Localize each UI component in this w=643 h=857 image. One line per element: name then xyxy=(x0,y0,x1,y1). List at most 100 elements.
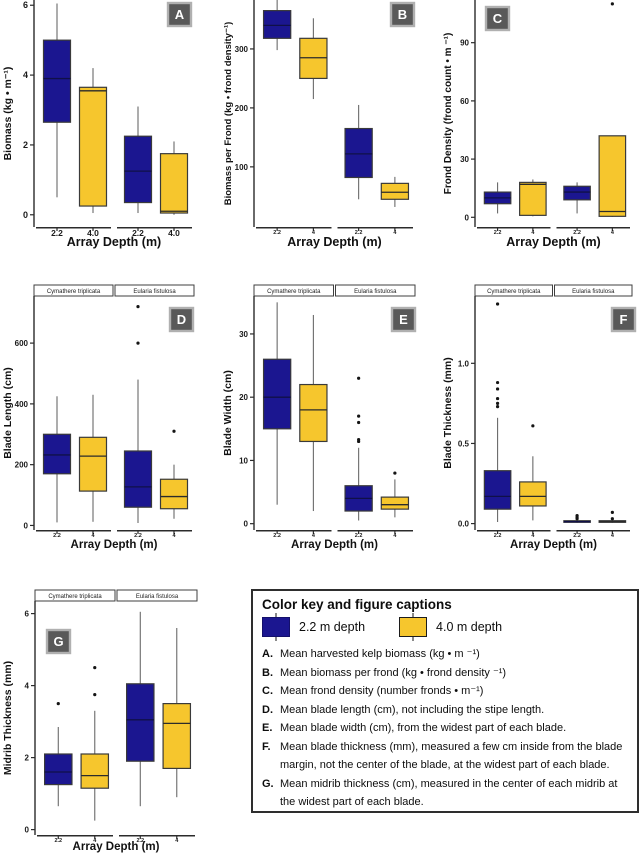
y-axis: 0.0 0.5 1.0 xyxy=(458,296,476,530)
legend-swatch-4.0m xyxy=(399,613,428,641)
boxplot-G-cymathere-2.2m xyxy=(43,702,73,807)
x-axis-facet: 2.2 4 xyxy=(37,834,113,844)
swatch-color-box xyxy=(399,617,428,637)
y-tick-label: 10 xyxy=(239,456,248,465)
y-tick-label: 200 xyxy=(15,461,29,470)
y-tick-label: 90 xyxy=(460,39,469,48)
caption-text: Mean blade length (cm), not including th… xyxy=(280,703,545,716)
y-tick-label: 4 xyxy=(25,682,30,691)
y-axis-title: Biomass (kg • m⁻¹) xyxy=(2,67,14,161)
outlier-point xyxy=(610,517,614,521)
panel-B: 100 200 300 Biomass per Frond (kg • frond d… xyxy=(220,0,440,252)
boxplot-E-cymathere-4.0m xyxy=(299,314,328,512)
outlier-point xyxy=(610,2,614,6)
y-tick-label: 0 xyxy=(25,826,30,835)
facet-strip: Eularia fistulosa xyxy=(114,284,195,297)
x-tick-label: 2.2 xyxy=(51,228,63,238)
boxplot-F-eularia-4.0m xyxy=(598,510,627,523)
legend-title: Color key and figure captions xyxy=(262,597,452,612)
y-axis: 0 10 20 30 xyxy=(239,296,255,530)
boxplot-A-eularia-2.2m xyxy=(123,106,153,214)
facet-strip-label: Eularia fistulosa xyxy=(572,289,615,295)
facet-strip-label: Eularia fistulosa xyxy=(133,289,176,295)
x-axis-title: Array Depth (m) xyxy=(71,539,158,551)
x-tick-label: 2.2 xyxy=(573,230,581,236)
x-axis-facet: 2.2 4 xyxy=(256,226,332,236)
caption-text: Mean harvested kelp biomass (kg • m ⁻¹) xyxy=(280,648,480,660)
boxplot-B-cymathere-4.0m xyxy=(299,18,328,100)
boxplot-G-eularia-4.0m xyxy=(162,628,192,798)
panel-A: 0 2 4 6 Biomass (kg • m⁻¹) 2.2 4.0 2.2 4.0 Array … xyxy=(0,0,215,252)
panel-label-letter: D xyxy=(177,312,186,327)
x-tick-label: 2.2 xyxy=(494,533,502,539)
panel-F: Cymathere triplicata Eularia fistulosa 0.0… xyxy=(440,278,643,570)
caption-text: Mean blade thickness (mm), measured a fe… xyxy=(280,740,623,772)
panel-D: Cymathere triplicata Eularia fistulosa 0 20… xyxy=(0,278,215,570)
x-axis-title: Array Depth (m) xyxy=(291,539,378,551)
caption-item: G. Mean midrib thickness (cm), measured i… xyxy=(262,775,627,812)
y-axis-title: Blade Length (cm) xyxy=(2,367,14,459)
panel-C: 0 30 60 90 Frond Density (frond count • m ⁻¹… xyxy=(440,0,643,252)
panel-label-letter: C xyxy=(493,11,503,26)
y-tick-label: 30 xyxy=(239,330,248,339)
swatch-label: 2.2 m depth xyxy=(299,620,366,634)
x-tick-label: 2.2 xyxy=(573,533,581,539)
y-axis-title: Blade Width (cm) xyxy=(222,370,234,456)
y-tick-label: 2 xyxy=(23,140,28,150)
panel-label-letter: A xyxy=(175,7,185,22)
outlier-point xyxy=(495,404,500,409)
swatch-label: 4.0 m depth xyxy=(436,620,503,634)
x-axis-facet: 2.2 4 xyxy=(36,529,111,539)
boxplot-E-eularia-2.2m xyxy=(344,376,373,521)
caption-text: Mean frond density (number fronds • m⁻¹) xyxy=(280,685,484,697)
y-tick-label: 0 xyxy=(465,213,470,222)
x-axis-facet: 2.2 4 xyxy=(337,529,413,539)
panel-label-G: G xyxy=(45,628,72,655)
x-tick-label: 4 xyxy=(312,533,316,539)
boxplot-G-cymathere-4.0m xyxy=(80,666,110,821)
caption-letter: D. xyxy=(262,703,273,716)
x-tick-label: 4 xyxy=(611,230,615,236)
facet-strip-label: Cymathere triplicata xyxy=(47,289,101,295)
x-tick-label: 4.0 xyxy=(87,228,99,238)
x-tick-label: 4 xyxy=(611,533,615,539)
x-axis-title: Array Depth (m) xyxy=(506,235,600,249)
x-axis-facet: 2.2 4 xyxy=(337,226,413,236)
y-axis: 0 2 4 6 xyxy=(23,0,35,227)
y-tick-label: 0 xyxy=(23,210,28,220)
facet-strip: Eularia fistulosa xyxy=(554,284,633,297)
caption-item: A. Mean harvested kelp biomass (kg • m ⁻¹… xyxy=(262,645,627,664)
y-tick-label: 6 xyxy=(25,610,30,619)
caption-text: Mean blade width (cm), from the widest p… xyxy=(280,722,567,734)
y-tick-label: 60 xyxy=(460,97,469,106)
y-axis-title: Blade Thickness (mm) xyxy=(442,357,454,468)
outlier-point xyxy=(495,401,500,405)
panel-label-letter: B xyxy=(398,7,407,22)
x-tick-label: 2.2 xyxy=(494,230,502,236)
boxplot-E-eularia-4.0m xyxy=(380,471,410,518)
x-axis-title: Array Depth (m) xyxy=(287,235,381,249)
facet-strip-label: Eularia fistulosa xyxy=(136,594,179,600)
y-tick-label: 30 xyxy=(460,155,469,164)
panel-D-plot: Cymathere triplicata Eularia fistulosa 0 20… xyxy=(2,284,195,551)
x-axis-title: Array Depth (m) xyxy=(67,235,161,249)
boxplot-F-cymathere-4.0m xyxy=(519,424,547,521)
x-axis-facet: 2.2 4 xyxy=(556,529,630,539)
boxplot-C-eularia-4.0m xyxy=(598,2,627,217)
boxplot-C-eularia-2.2m xyxy=(563,182,591,214)
y-axis-title: Midrib Thickness (mm) xyxy=(2,661,14,775)
panel-C-plot: 0 30 60 90 Frond Density (frond count • m ⁻¹… xyxy=(443,0,630,249)
facet-strip-label: Cymathere triplicata xyxy=(267,289,321,295)
y-tick-label: 0 xyxy=(24,521,29,530)
caption-text: Mean biomass per frond (kg • frond densi… xyxy=(280,666,507,679)
panel-E-plot: Cymathere triplicata Eularia fistulosa 0 10… xyxy=(222,284,417,551)
x-tick-label: 4 xyxy=(312,230,316,236)
x-tick-label: 2.2 xyxy=(273,230,281,236)
x-axis-facet: 2.2 4 xyxy=(119,834,195,844)
y-axis: 0 2 4 6 xyxy=(25,601,36,835)
outlier-point xyxy=(136,305,140,309)
outlier-point xyxy=(357,420,361,425)
x-axis-facet: 2.2 4.0 xyxy=(36,226,111,238)
y-axis: 0 30 60 90 xyxy=(460,0,476,227)
